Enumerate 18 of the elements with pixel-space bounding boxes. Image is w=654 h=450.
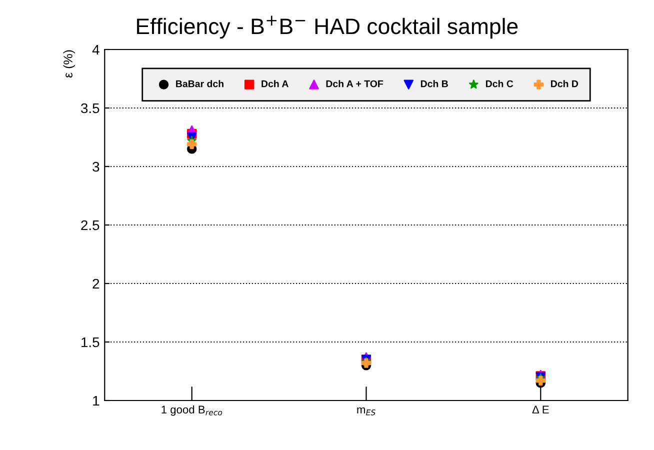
x-tick-label: Δ E — [532, 406, 549, 414]
y-tick-label: 1 — [93, 396, 100, 406]
legend-label: Dch B — [420, 80, 448, 88]
chart-title: Efficiency - B$^{+}$B$^{−}$ HAD cocktail sample — [137, 16, 518, 39]
y-tick-label: 2 — [92, 278, 100, 289]
y-tick-label: 2.5 — [81, 220, 100, 230]
y-tick-label: 4 — [92, 44, 100, 55]
y-axis-title: ε (%) — [63, 50, 75, 78]
y-tick-label: 1.5 — [82, 337, 100, 348]
legend-label: Dch C — [486, 80, 514, 88]
y-tick-label: 3 — [92, 162, 100, 172]
legend-label: BaBar dch — [176, 80, 224, 88]
legend-label: Dch D — [551, 80, 578, 88]
x-tick-label: 1 good B$_{reco}$ — [162, 405, 222, 416]
x-tick-label: m$_{ES}$ — [357, 407, 376, 416]
legend-label: Dch A — [262, 80, 288, 88]
legend-label: Dch A + TOF — [326, 80, 384, 88]
y-tick-label: 3.5 — [81, 103, 100, 114]
